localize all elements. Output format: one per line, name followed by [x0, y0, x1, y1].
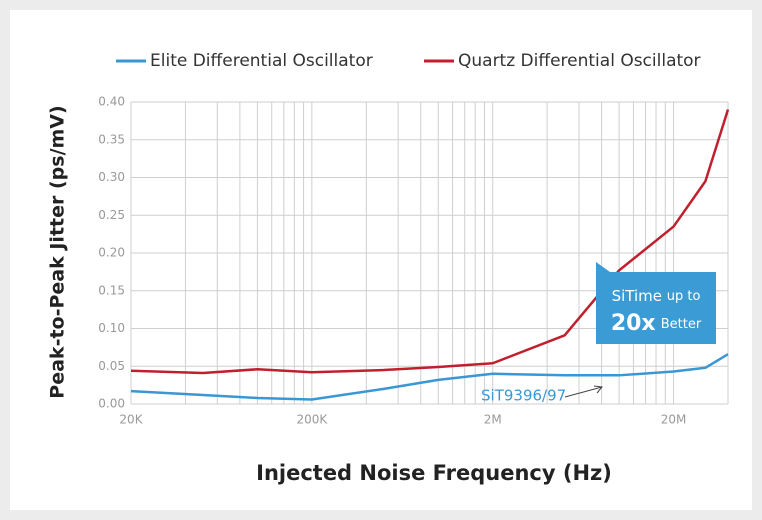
x-tick-label: 200K	[296, 413, 328, 427]
y-tick-label: 0.00	[98, 397, 125, 411]
grid: 0.00 0.05 0.10 0.15 0.20 0.25 0.30 0.35 0.40 20K 2…	[98, 95, 729, 427]
legend: Elite Differential Oscillator Quartz Dif…	[116, 51, 701, 71]
y-tick-label: 0.25	[98, 208, 125, 222]
y-tick-label: 0.15	[98, 283, 125, 297]
card	[10, 10, 752, 510]
x-tick-label: 20M	[661, 413, 687, 427]
y-tick-label: 0.10	[98, 321, 125, 335]
callout-post: Better	[661, 317, 702, 332]
x-tick-label: 20K	[119, 413, 143, 427]
y-tick-label: 0.30	[98, 170, 125, 184]
series-line	[130, 353, 729, 401]
callout-brand: SiTime	[612, 287, 662, 305]
callout-line: SiTime up to	[612, 287, 701, 305]
legend-label: Quartz Differential Oscillator	[458, 51, 701, 71]
y-tick-label: 0.35	[98, 132, 125, 146]
callout-factor: 20x	[611, 311, 656, 336]
y-tick-label: 0.05	[98, 359, 125, 373]
marks	[130, 109, 730, 401]
legend-label: Elite Differential Oscillator	[150, 51, 373, 71]
y-tick-label: 0.20	[98, 246, 125, 260]
series-line	[130, 109, 730, 375]
y-tick-label: 0.40	[98, 95, 125, 109]
callout-line: 20x Better	[611, 311, 702, 336]
part-label: SiT9396/97	[481, 387, 566, 405]
callout-box	[596, 272, 716, 344]
callout-corner	[596, 262, 610, 272]
x-axis-label: Injected Noise Frequency (Hz)	[256, 461, 612, 485]
part-arrow	[564, 385, 603, 398]
callout: SiTime up to 20x Better	[596, 262, 716, 344]
x-tick-label: 2M	[484, 413, 502, 427]
y-axis-label: Peak-to-Peak Jitter (ps/mV)	[47, 105, 69, 398]
callout-pre: up to	[667, 289, 701, 304]
